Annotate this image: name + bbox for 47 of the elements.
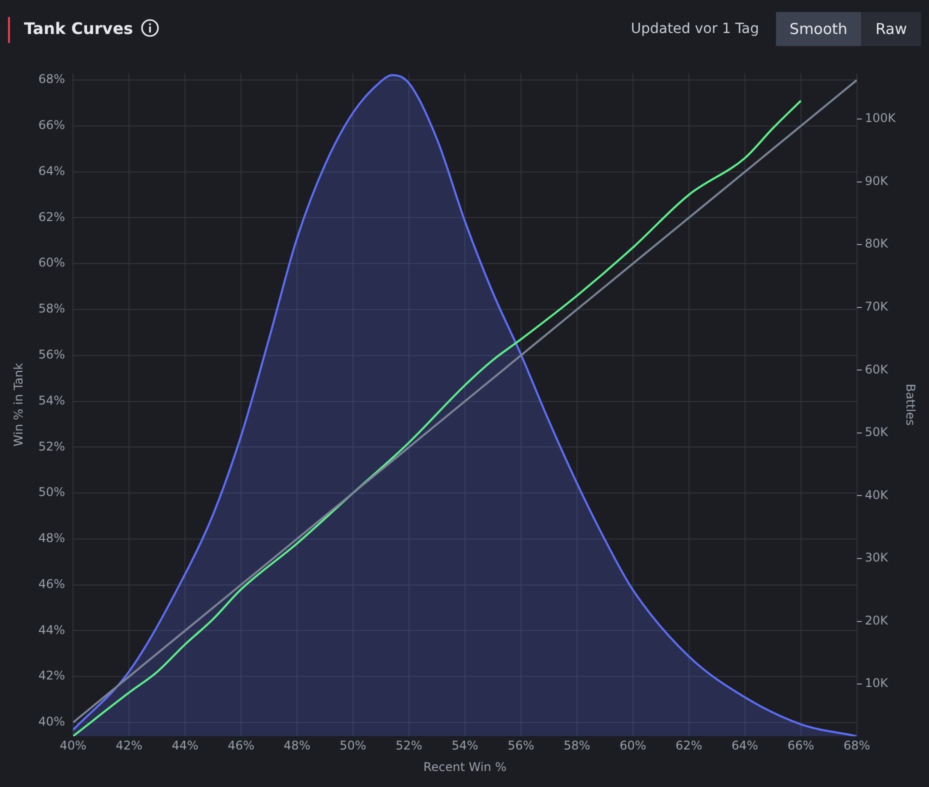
x-tick-label: 52% <box>396 738 422 753</box>
x-tick-label: 44% <box>172 738 198 753</box>
text: Raw <box>861 12 921 46</box>
x-tick-label: 48% <box>284 738 310 753</box>
y2-tick-label: 10K <box>864 676 890 690</box>
chart-subtitle: Updated vor 1 Tag <box>630 21 759 37</box>
y-axis-title: Win % in Tank <box>11 362 26 446</box>
chart-title: Tank Curves <box>24 19 134 38</box>
y2-tick-label: 90K <box>864 174 890 188</box>
y-tick-label: 54% <box>38 393 66 408</box>
x-tick-label: 62% <box>676 738 702 753</box>
x-tick-label: 56% <box>508 738 534 753</box>
x-axis-title: Recent Win % <box>423 760 506 774</box>
y-tick-label: 68% <box>38 72 66 86</box>
y-tick-label: 42% <box>38 668 66 683</box>
text: Smooth <box>776 12 862 46</box>
y-tick-label: 62% <box>38 210 66 224</box>
x-tick-label: 60% <box>620 738 646 753</box>
y2-tick-label: 40K <box>864 488 890 502</box>
x-tick-label: 58% <box>564 738 590 753</box>
x-tick-label: 46% <box>228 738 254 753</box>
y2-axis-title: Battles <box>904 384 918 426</box>
y2-tick-label: 80K <box>864 236 890 251</box>
y2-tick-label: 30K <box>864 550 890 565</box>
x-tick-label: 40% <box>60 738 86 753</box>
x-tick-label: 68% <box>843 738 870 753</box>
y-tick-label: 50% <box>38 485 66 500</box>
y-tick-label: 60% <box>38 256 66 270</box>
y2-tick-label: 50K <box>864 425 890 440</box>
y-tick-label: 52% <box>38 439 66 454</box>
x-tick-label: 66% <box>788 738 814 753</box>
y-tick-label: 44% <box>38 622 66 637</box>
x-tick-label: 50% <box>340 738 366 753</box>
y-tick-label: 46% <box>38 576 66 591</box>
y-tick-label: 58% <box>38 302 66 316</box>
y2-tick-label: 70K <box>864 300 890 314</box>
y2-tick-label: 100K <box>864 111 897 126</box>
y-tick-label: 66% <box>38 118 66 132</box>
x-tick-label: 54% <box>452 738 478 753</box>
y-tick-label: 40% <box>38 714 66 729</box>
x-tick-label: 42% <box>116 738 142 753</box>
x-tick-label: 64% <box>732 738 758 753</box>
y2-tick-label: 60K <box>864 362 890 376</box>
y-tick-label: 48% <box>38 531 66 546</box>
y-tick-label: 56% <box>38 348 66 362</box>
y2-tick-label: 20K <box>864 613 890 628</box>
y-tick-label: 64% <box>38 164 66 178</box>
